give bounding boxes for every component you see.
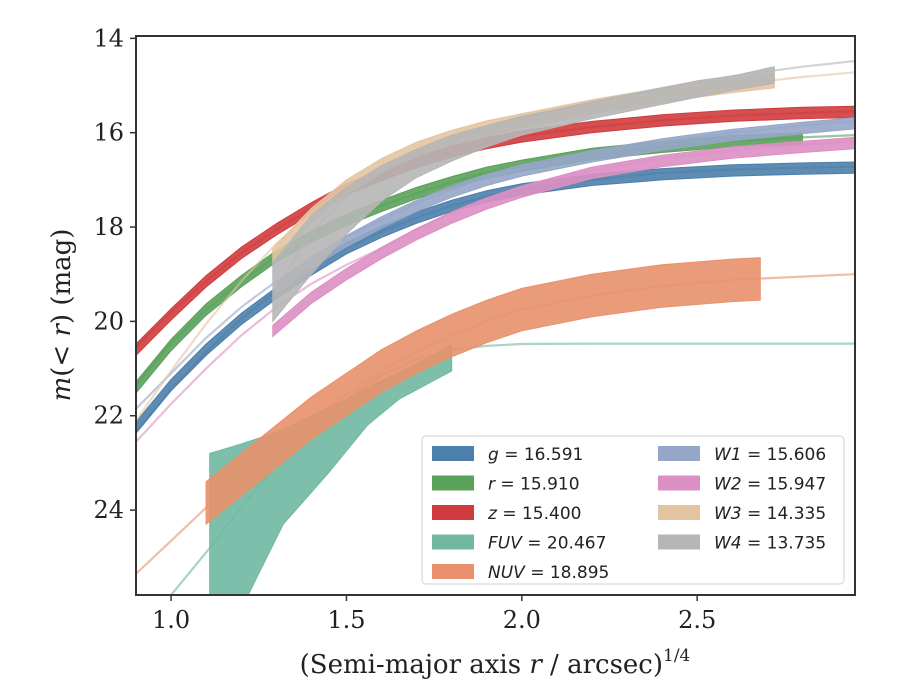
legend-entry-w3: W3 = 14.335: [658, 504, 826, 524]
y-tick-label: 22: [93, 402, 124, 430]
series-w2: [136, 136, 855, 443]
y-tick-label: 18: [93, 213, 124, 241]
legend-swatch: [658, 446, 700, 461]
legend-entry-w1: W1 = 15.606: [658, 445, 826, 465]
x-tick-label: 2.5: [678, 606, 716, 634]
legend-label: z = 15.400: [487, 504, 581, 524]
legend-entry-fuv: FUV = 20.467: [432, 534, 606, 554]
legend-frame: [421, 435, 845, 585]
legend-label: W2 = 15.947: [714, 475, 826, 495]
x-axis: 1.0 1.5 2.0 2.5: [152, 595, 716, 634]
y-axis: 14 16 18 20 22 24: [93, 24, 136, 524]
series-w4: [271, 59, 855, 323]
legend-label: NUV = 18.895: [488, 563, 609, 583]
series-nuv: [136, 257, 855, 575]
plot-frame: [135, 35, 856, 596]
legend-swatch: [432, 505, 474, 520]
legend-entry-w2: W2 = 15.947: [658, 475, 826, 495]
legend-swatch: [432, 534, 474, 550]
series-nuv-band: [205, 257, 761, 526]
x-axis-title: (Semi-major axis r / arcsec)1/4: [300, 646, 691, 680]
x-tick-label: 1.0: [152, 606, 190, 634]
series-w1-band: [275, 117, 855, 295]
y-tick-label: 16: [93, 119, 124, 147]
legend-swatch: [432, 446, 474, 461]
y-tick-label: 24: [93, 496, 124, 524]
series-w1: [136, 117, 855, 410]
x-tick-label: 1.5: [327, 606, 365, 634]
legend-swatch: [432, 564, 474, 579]
legend-entry-r: r = 15.910: [432, 475, 580, 495]
legend-label: FUV = 20.467: [488, 534, 606, 554]
legend-entry-w4: W4 = 13.735: [658, 534, 826, 554]
legend-entry-nuv: NUV = 18.895: [432, 563, 609, 583]
legend-entry-g: g = 16.591: [432, 445, 583, 465]
series-w4-band: [272, 66, 775, 323]
legend-swatch: [658, 505, 700, 520]
y-tick-label: 14: [93, 24, 124, 52]
legend-entry-z: z = 15.400: [432, 504, 581, 524]
series-w2-band: [272, 136, 855, 338]
y-tick-label: 20: [93, 307, 124, 335]
legend-label: W3 = 14.335: [714, 504, 826, 524]
series-layer: [136, 59, 855, 595]
x-tick-label: 2.0: [503, 606, 541, 634]
legend-swatch: [432, 475, 474, 491]
legend-label: r = 15.910: [488, 475, 580, 495]
legend-label: W1 = 15.606: [714, 445, 826, 465]
y-axis-title: m(< r) (mag): [47, 229, 77, 402]
legend-swatch: [658, 475, 700, 491]
legend-label: g = 16.591: [488, 445, 583, 465]
legend-swatch: [658, 534, 700, 550]
legend: g = 16.591 r = 15.910 z = 15.400 FUV = 20.4…: [421, 435, 845, 585]
legend-label: W4 = 13.735: [714, 534, 826, 554]
